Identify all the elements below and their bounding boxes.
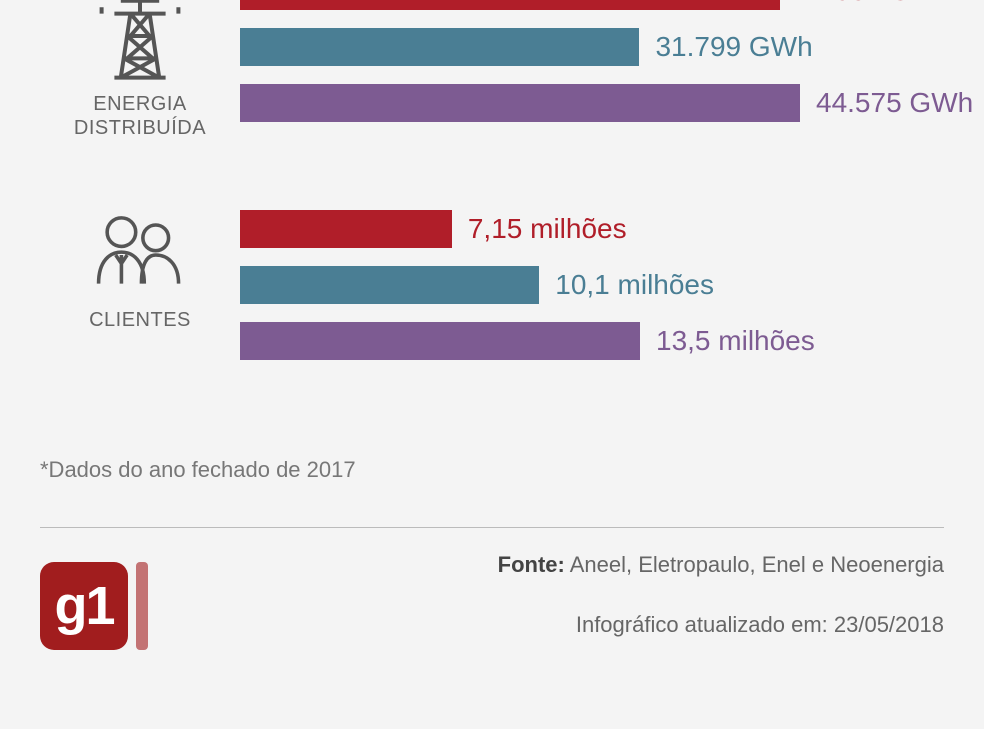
bar-row: 7,15 milhões: [240, 210, 924, 248]
energy-icon-col: ENERGIA DISTRIBUÍDA: [40, 0, 240, 140]
transmission-tower-icon: [92, 0, 188, 84]
energy-label-line2: DISTRIBUÍDA: [74, 117, 206, 139]
bar-value-label: 31.799 GWh: [655, 31, 812, 63]
bar-row: 44.575 GWh: [240, 84, 973, 122]
energy-label: ENERGIA DISTRIBUÍDA: [74, 92, 206, 140]
bar-value-label: 13,5 milhões: [656, 325, 815, 357]
clients-icon-col: CLIENTES: [40, 210, 240, 332]
clients-bars: 7,15 milhões 10,1 milhões 13,5 milhões: [240, 210, 944, 378]
energy-label-line1: ENERGIA: [93, 93, 187, 115]
bar: [240, 84, 800, 122]
bar-value-label: 44.575 GWh: [816, 87, 973, 119]
bar: [240, 322, 640, 360]
people-icon: [90, 210, 190, 300]
footnote: *Dados do ano fechado de 2017: [40, 457, 356, 483]
source-row: Fonte: Aneel, Eletropaulo, Enel e Neoene…: [498, 552, 944, 578]
bar: [240, 210, 452, 248]
bar: [240, 28, 639, 66]
bar-row: 13,5 milhões: [240, 322, 924, 360]
bar-value-label: 7,15 milhões: [468, 213, 627, 245]
bar-row: 31.799 GWh: [240, 28, 973, 66]
bar-row: 42.982 GWh: [240, 0, 973, 10]
section-clients: CLIENTES 7,15 milhões 10,1 milhões 13,5 mi…: [0, 210, 984, 378]
section-energy: ENERGIA DISTRIBUÍDA 42.982 GWh 31.799 GWh…: [0, 0, 984, 140]
divider: [40, 527, 944, 528]
bar-value-label: 10,1 milhões: [555, 269, 714, 301]
bar: [240, 266, 539, 304]
bar: [240, 0, 780, 10]
source-label: Fonte:: [498, 552, 565, 577]
source-text: Aneel, Eletropaulo, Enel e Neoenergia: [570, 552, 944, 577]
g1-logo-strip: [136, 562, 148, 650]
update-row: Infográfico atualizado em: 23/05/2018: [576, 612, 944, 638]
energy-bars: 42.982 GWh 31.799 GWh44.575 GWh: [240, 0, 984, 140]
g1-logo-text: g1: [54, 579, 113, 633]
g1-logo: g1: [40, 562, 148, 650]
clients-label: CLIENTES: [89, 308, 191, 332]
bar-value-label: 42.982 GWh: [796, 0, 953, 7]
bar-row: 10,1 milhões: [240, 266, 924, 304]
g1-logo-box: g1: [40, 562, 128, 650]
